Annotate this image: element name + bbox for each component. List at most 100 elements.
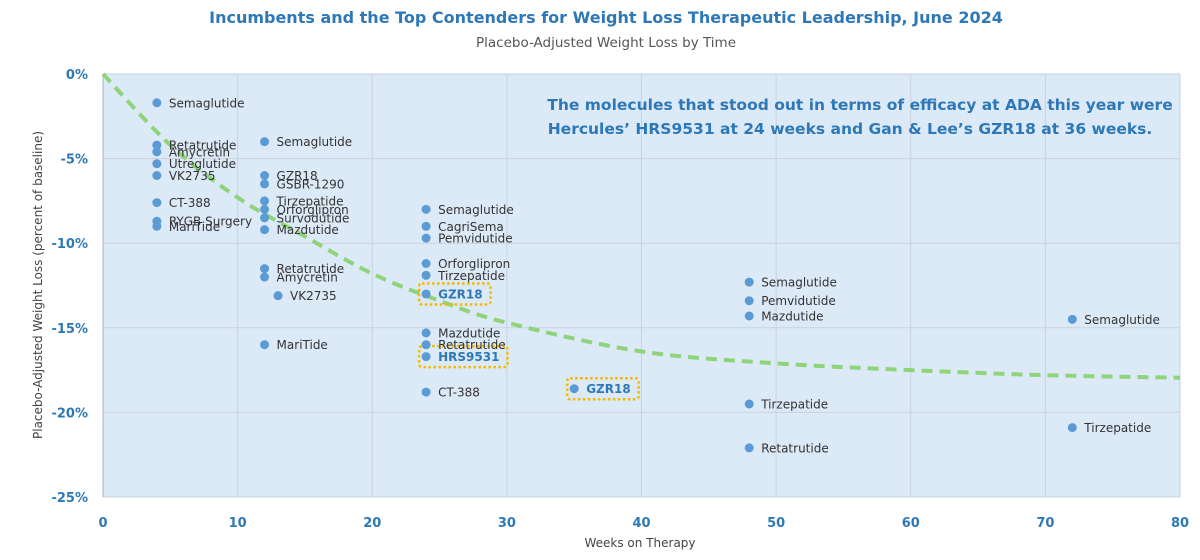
- data-point: [421, 204, 431, 214]
- point-label: Tirzepatide: [437, 269, 505, 283]
- data-point: [260, 196, 270, 206]
- data-point: [260, 179, 270, 189]
- x-axis-label: Weeks on Therapy: [584, 536, 695, 550]
- point-label: Retatrutide: [438, 338, 506, 352]
- point-label: CT-388: [438, 386, 480, 400]
- point-labels: SemaglutideRetatrutideAmycretinUtregluti…: [169, 96, 1160, 455]
- y-tick-label: -15%: [51, 322, 88, 337]
- point-label: Amycretin: [169, 145, 230, 159]
- data-point: [569, 384, 579, 394]
- point-label: Mazdutide: [277, 223, 339, 237]
- x-tick-label: 20: [363, 516, 381, 531]
- y-tick-label: -5%: [61, 153, 88, 168]
- data-point: [260, 272, 270, 282]
- data-point: [1067, 314, 1077, 324]
- point-label: GZR18: [277, 169, 318, 183]
- point-label: Retatrutide: [761, 441, 829, 455]
- point-label: HRS9531: [438, 350, 499, 364]
- data-point: [260, 137, 270, 147]
- trend-curve: [101, 72, 1181, 380]
- point-label: Semaglutide: [438, 203, 514, 217]
- data-point: [260, 171, 270, 181]
- data-point: [273, 291, 283, 301]
- highlight-box: [417, 344, 509, 369]
- point-label: GZR18: [586, 382, 631, 396]
- data-point: [421, 387, 431, 397]
- point-label: Survodutide: [277, 211, 350, 225]
- point-label: Amycretin: [277, 271, 338, 285]
- data-point: [421, 221, 431, 231]
- point-label: Tirzepatide: [760, 397, 828, 411]
- y-tick-label: -25%: [51, 491, 88, 506]
- y-axis-label: Placebo-Adjusted Weight Loss (percent of…: [31, 131, 45, 439]
- x-tick-label: 30: [498, 516, 516, 531]
- point-label: Mazdutide: [761, 309, 823, 323]
- data-point: [421, 340, 431, 350]
- point-label: Semaglutide: [1084, 313, 1160, 327]
- data-point: [744, 296, 754, 306]
- point-label: Semaglutide: [277, 135, 353, 149]
- point-label: CT-388: [169, 196, 211, 210]
- y-axis-ticks: 0% -5% -10% -15% -20% -25%: [51, 68, 88, 506]
- data-point: [421, 352, 431, 362]
- data-point: [260, 264, 270, 274]
- data-point: [744, 277, 754, 287]
- y-tick-label: -20%: [51, 406, 88, 421]
- point-label: Orforglipron: [438, 257, 510, 271]
- point-label: Semaglutide: [169, 96, 245, 110]
- x-tick-label: 80: [1171, 516, 1189, 531]
- data-point: [421, 328, 431, 338]
- point-label: GSBR-1290: [277, 177, 345, 191]
- x-axis-ticks: 0 10 20 30 40 50 60 70 80: [98, 516, 1189, 531]
- point-label: RYGB Surgery: [169, 215, 252, 229]
- point-label: CagriSema: [438, 220, 504, 234]
- point-label: MariTide: [169, 220, 220, 234]
- annotation-line-2: Hercules’ HRS9531 at 24 weeks and Gan & …: [548, 120, 1153, 138]
- point-label: Tirzepatide: [276, 194, 344, 208]
- point-label: Retatrutide: [169, 139, 237, 153]
- point-label: Retatrutide: [277, 262, 345, 276]
- data-point: [260, 225, 270, 235]
- highlight-boxes: [417, 282, 640, 401]
- data-point: [152, 171, 162, 181]
- annotation-line-1: The molecules that stood out in terms of…: [547, 96, 1172, 114]
- point-label: Orforglipron: [277, 203, 349, 217]
- data-point: [152, 98, 162, 108]
- data-point: [152, 198, 162, 208]
- x-tick-label: 60: [902, 516, 920, 531]
- point-label: Utreglutide: [169, 157, 236, 171]
- data-point: [744, 443, 754, 453]
- x-tick-label: 10: [229, 516, 247, 531]
- chart-subtitle: Placebo-Adjusted Weight Loss by Time: [476, 35, 736, 51]
- data-point: [260, 213, 270, 223]
- data-points: [152, 98, 1077, 453]
- data-point: [152, 147, 162, 157]
- point-label: MariTide: [277, 338, 328, 352]
- highlight-box: [565, 376, 640, 401]
- chart-title: Incumbents and the Top Contenders for We…: [209, 8, 1003, 27]
- data-point: [152, 159, 162, 169]
- x-tick-label: 0: [98, 516, 107, 531]
- data-point: [421, 259, 431, 269]
- x-tick-label: 50: [767, 516, 785, 531]
- x-tick-label: 40: [632, 516, 650, 531]
- x-tick-label: 70: [1036, 516, 1054, 531]
- data-point: [152, 140, 162, 150]
- data-point: [260, 340, 270, 350]
- data-point: [260, 204, 270, 214]
- data-point: [421, 270, 431, 280]
- data-point: [744, 311, 754, 321]
- gridlines: [102, 73, 1181, 498]
- data-point: [421, 289, 431, 299]
- point-label: Semaglutide: [761, 276, 837, 290]
- point-label: Pemvidutide: [761, 294, 836, 308]
- point-label: GZR18: [438, 287, 483, 301]
- highlight-box: [417, 282, 492, 306]
- point-label: VK2735: [290, 289, 337, 303]
- data-point: [1067, 423, 1077, 433]
- point-label: VK2735: [169, 169, 216, 183]
- data-point: [421, 233, 431, 243]
- y-tick-label: -10%: [51, 237, 88, 252]
- y-tick-label: 0%: [66, 68, 88, 83]
